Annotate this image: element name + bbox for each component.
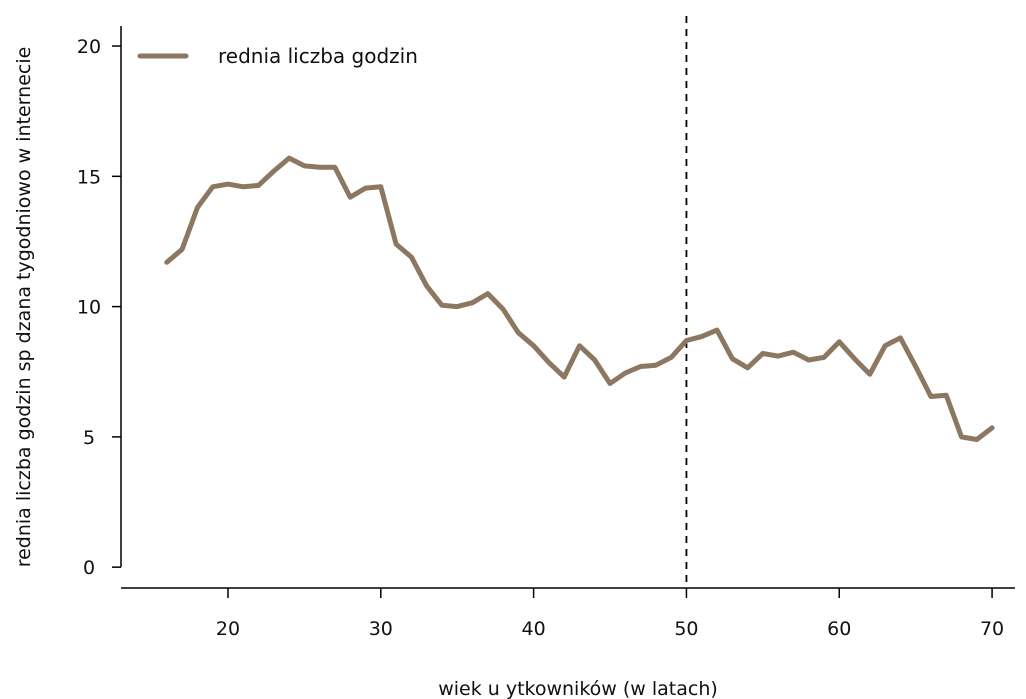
x-tick-label: 40 (522, 618, 546, 640)
series-group (164, 155, 995, 442)
x-tick-label: 30 (369, 618, 393, 640)
x-axis-title: wiek u ytkowników (w latach) (438, 678, 718, 699)
y-tick-label: 15 (77, 166, 101, 188)
x-tick-label: 60 (827, 618, 851, 640)
y-tick-label: 5 (83, 427, 95, 449)
legend-label: rednia liczba godzin (218, 44, 418, 68)
x-axis-ticks: 20 30 40 50 60 70 (216, 588, 1004, 640)
y-tick-label: 0 (83, 557, 95, 579)
y-axis-ticks: 0 5 10 15 20 (77, 36, 121, 579)
x-tick-label: 20 (216, 618, 240, 640)
x-tick-label: 70 (980, 618, 1004, 640)
x-tick-label: 50 (674, 618, 698, 640)
y-axis-title: rednia liczba godzin sp dzana tygodniowo… (13, 47, 35, 568)
series-line (164, 155, 995, 442)
y-tick-label: 20 (77, 36, 101, 58)
axes (120, 26, 1015, 589)
legend: rednia liczba godzin (137, 44, 418, 68)
y-tick-label: 10 (77, 297, 101, 319)
